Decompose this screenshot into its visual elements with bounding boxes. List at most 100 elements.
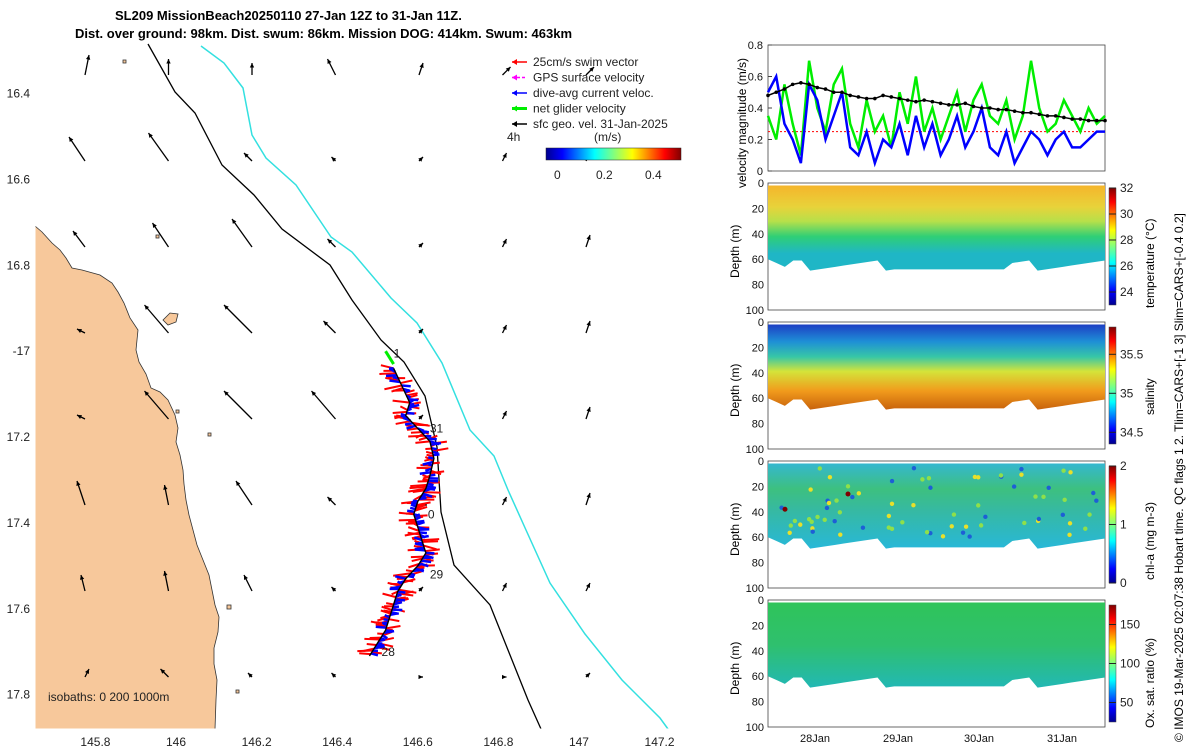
depth-tick-label: 80 xyxy=(752,697,764,709)
swim-vector xyxy=(411,557,423,563)
chla-sample xyxy=(911,502,916,508)
chla-sample xyxy=(792,518,798,524)
map-ytick-label: 17.8 xyxy=(7,688,31,702)
colorbar-prefix: 4h xyxy=(507,130,520,144)
figure-title-line1: SL209 MissionBeach20250110 27-Jan 12Z to… xyxy=(115,8,462,23)
dive-avg-vector xyxy=(429,473,436,477)
swim-vector xyxy=(415,504,426,510)
chla-sample xyxy=(940,534,946,539)
swim-vector xyxy=(421,538,440,542)
velocity-ytick-label: 0.6 xyxy=(748,72,763,84)
geo-vector-head xyxy=(163,571,168,576)
velocity-marker xyxy=(799,81,803,85)
geo-vector-head xyxy=(327,59,332,64)
swim-vector xyxy=(375,623,387,628)
swim-vector xyxy=(406,392,418,397)
geo-vector-head xyxy=(418,157,423,162)
chla-sample xyxy=(810,529,815,534)
profile-colorbar: 50 100 150 xyxy=(1108,604,1140,723)
colorbar-tick-label: 0 xyxy=(1120,576,1127,590)
velocity-marker xyxy=(971,104,976,109)
chla-sample xyxy=(998,473,1004,478)
geo-vector-head xyxy=(76,481,81,486)
dive-avg-vector xyxy=(404,389,411,394)
swim-vector xyxy=(432,447,449,453)
map-xtick-label: 147 xyxy=(569,735,589,749)
geo-vector-head xyxy=(502,411,507,416)
chla-sample xyxy=(798,522,803,527)
chla-sample xyxy=(845,491,851,497)
profile-panels: 020406080100242628303202040608010034.535… xyxy=(746,178,1144,745)
chla-sample xyxy=(911,465,917,471)
swim-vector xyxy=(408,434,425,438)
profile-panel: 0 20 40 60 80 100 24 26 28 30 32 xyxy=(746,178,1134,317)
velocity-ylabel: velocity magnitude (m/s) xyxy=(735,57,749,188)
geo-vector-head xyxy=(79,575,85,580)
velocity-marker xyxy=(1029,110,1033,115)
dive-avg-vector xyxy=(414,542,424,547)
swim-vector xyxy=(424,456,434,462)
velocity-marker xyxy=(766,93,770,98)
map-xtick-label: 146.6 xyxy=(403,735,433,749)
swim-vector xyxy=(366,643,377,646)
depth-tick-label: 60 xyxy=(752,393,764,405)
legend-arrowhead xyxy=(512,59,517,65)
geo-vector-head xyxy=(163,485,168,490)
legend-arrowhead xyxy=(512,105,517,112)
dive-avg-vector xyxy=(412,568,425,573)
geo-vector-head xyxy=(248,673,253,678)
swim-vector xyxy=(382,592,397,599)
chla-sample xyxy=(951,512,957,517)
swim-vector xyxy=(381,605,393,611)
geo-vector xyxy=(223,304,253,334)
dive-avg-vector xyxy=(384,613,391,619)
colorbar-tick-label: 24 xyxy=(1120,285,1134,299)
dive-avg-vector xyxy=(401,384,411,388)
chla-sample xyxy=(788,523,793,528)
swim-vector xyxy=(430,470,445,475)
depth-tick-label: 80 xyxy=(752,558,764,570)
velocity-marker xyxy=(1094,118,1099,123)
dive-avg-vector xyxy=(383,618,389,622)
time-tick-label: 30Jan xyxy=(964,733,994,745)
day-label: 0 xyxy=(428,508,435,522)
dive-avg-vector xyxy=(420,534,429,539)
chla-sample xyxy=(1067,521,1073,526)
swim-vector xyxy=(364,637,380,641)
colorbar-tick-label: 35 xyxy=(1120,386,1134,400)
profile-field xyxy=(768,463,1105,549)
geo-vector-head xyxy=(77,415,82,419)
chla-sample xyxy=(845,484,851,489)
velocity-marker xyxy=(881,93,885,98)
swim-vector xyxy=(359,652,371,656)
geo-vector-head xyxy=(77,329,82,333)
geo-vector-head xyxy=(85,55,91,60)
depth-tick-label: 0 xyxy=(758,178,764,190)
chla-sample xyxy=(928,485,933,490)
time-tick-label: 28Jan xyxy=(800,733,830,745)
swim-vector xyxy=(392,399,410,404)
velocity-marker xyxy=(947,103,951,107)
dive-avg-vector xyxy=(390,612,398,617)
geo-vector-head xyxy=(505,67,511,72)
dive-avg-vector xyxy=(375,625,387,629)
dive-avg-vector xyxy=(419,470,431,476)
chla-sample xyxy=(1011,484,1017,489)
dive-avg-vector xyxy=(406,509,415,513)
dive-avg-vector xyxy=(407,403,420,410)
chla-sample xyxy=(967,534,972,539)
chla-sample xyxy=(1087,512,1092,517)
geo-vector-head xyxy=(418,415,423,420)
chla-sample xyxy=(787,530,792,535)
velocity-ytick-label: 0.8 xyxy=(748,40,763,52)
legend-label: net glider velocity xyxy=(533,102,626,116)
swim-vector xyxy=(395,420,412,425)
day-label: 29 xyxy=(430,568,444,582)
velocity-marker xyxy=(905,98,910,102)
dive-avg-vector xyxy=(431,446,437,451)
swim-vector xyxy=(398,518,416,522)
time-tick-label: 29Jan xyxy=(883,733,913,745)
chla-sample xyxy=(856,491,862,496)
geo-vector-head xyxy=(419,63,424,68)
